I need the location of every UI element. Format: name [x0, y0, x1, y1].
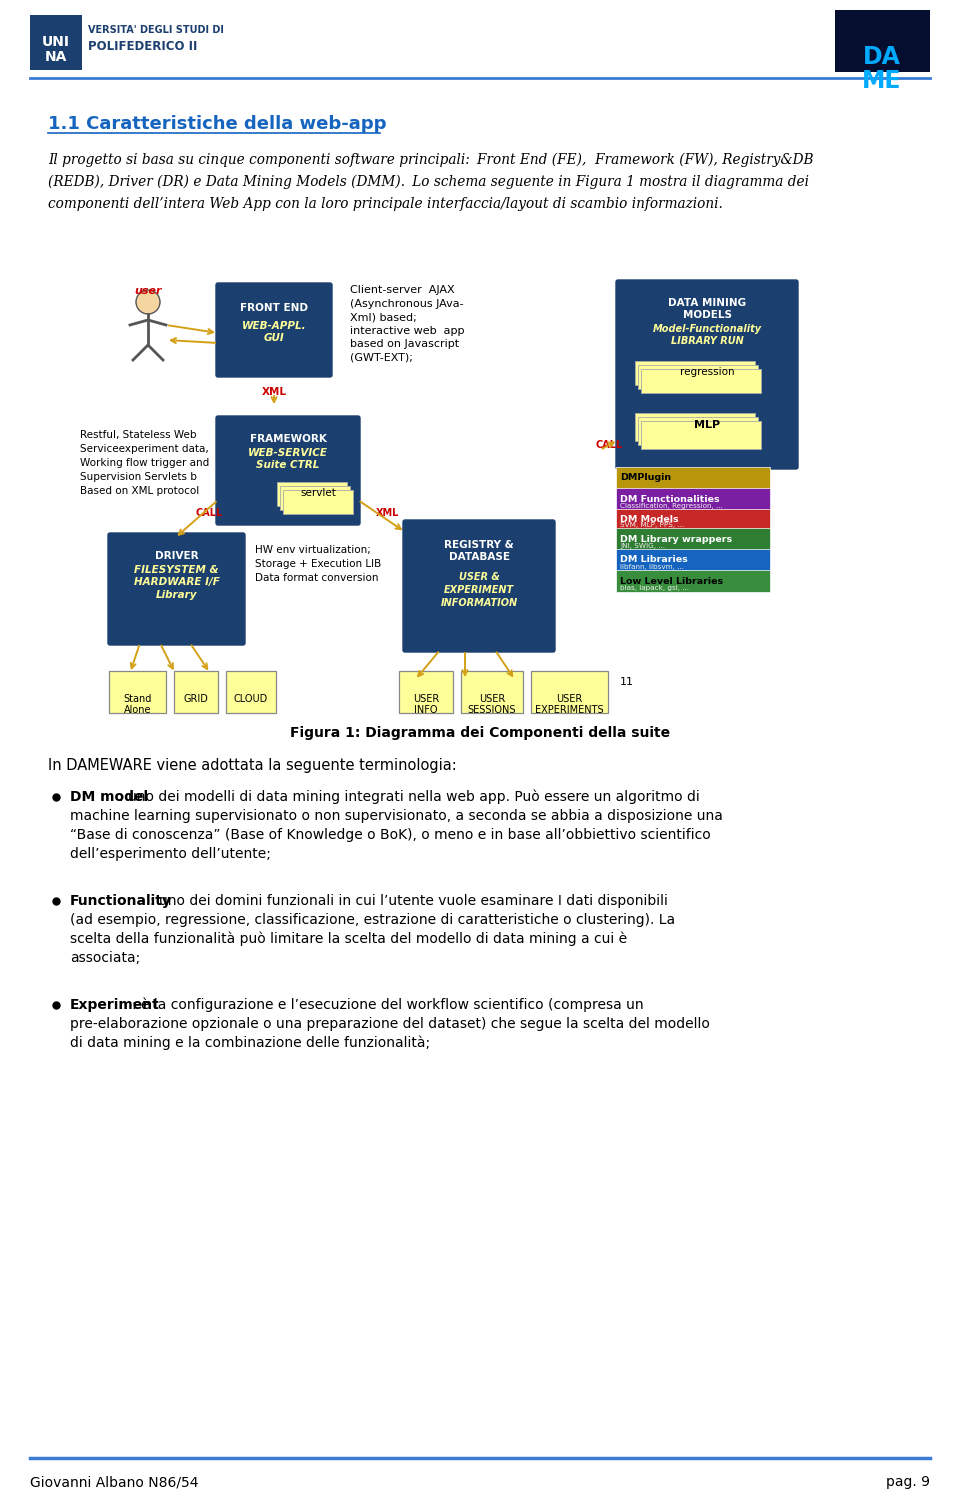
Text: SVM, MLP, PPS, ...: SVM, MLP, PPS, ... [620, 522, 684, 528]
FancyBboxPatch shape [641, 421, 761, 449]
Text: HW env virtualization;
Storage + Execution LIB
Data format conversion: HW env virtualization; Storage + Executi… [255, 546, 381, 583]
Text: Functionality: Functionality [70, 894, 172, 908]
Text: USER
SESSIONS: USER SESSIONS [468, 694, 516, 715]
FancyBboxPatch shape [616, 488, 770, 510]
Circle shape [136, 290, 160, 314]
Text: DM model: DM model [70, 791, 148, 804]
Text: Figura 1: Diagramma dei Componenti della suite: Figura 1: Diagramma dei Componenti della… [290, 726, 670, 739]
FancyBboxPatch shape [30, 15, 82, 71]
Text: DM Models: DM Models [620, 514, 679, 523]
FancyBboxPatch shape [616, 528, 770, 550]
FancyBboxPatch shape [641, 370, 761, 392]
Text: regression: regression [680, 367, 734, 377]
FancyBboxPatch shape [638, 365, 758, 389]
Text: WEB-APPL.
GUI: WEB-APPL. GUI [242, 322, 306, 343]
Text: In DAMEWARE viene adottata la seguente terminologia:: In DAMEWARE viene adottata la seguente t… [48, 758, 457, 773]
FancyBboxPatch shape [399, 670, 453, 712]
Text: componenti dell’intera Web App con la loro principale interfaccia/layout di scam: componenti dell’intera Web App con la lo… [48, 197, 723, 210]
FancyBboxPatch shape [616, 549, 770, 571]
FancyBboxPatch shape [635, 361, 755, 385]
Text: blas, lapack, gsl, ...: blas, lapack, gsl, ... [620, 585, 689, 591]
FancyBboxPatch shape [174, 670, 218, 712]
Text: CLOUD: CLOUD [234, 694, 268, 703]
Text: FILESYSTEM &
HARDWARE I/F
Library: FILESYSTEM & HARDWARE I/F Library [133, 565, 220, 600]
Text: servlet: servlet [300, 488, 336, 497]
FancyBboxPatch shape [226, 670, 276, 712]
Text: CALL: CALL [596, 440, 623, 449]
Text: (ad esempio, regressione, classificazione, estrazione di caratteristiche o clust: (ad esempio, regressione, classificazion… [70, 912, 675, 927]
FancyBboxPatch shape [638, 416, 758, 445]
Text: FRAMEWORK: FRAMEWORK [250, 434, 326, 443]
Text: 11: 11 [620, 676, 634, 687]
Text: USER &
EXPERIMENT
INFORMATION: USER & EXPERIMENT INFORMATION [441, 573, 517, 609]
Text: Model-Functionality
LIBRARY RUN: Model-Functionality LIBRARY RUN [653, 325, 761, 346]
FancyBboxPatch shape [283, 490, 353, 514]
FancyBboxPatch shape [531, 670, 608, 712]
FancyBboxPatch shape [403, 520, 555, 652]
Text: Giovanni Albano N86/54: Giovanni Albano N86/54 [30, 1474, 199, 1489]
Text: user: user [134, 286, 161, 296]
Text: : uno dei domini funzionali in cui l’utente vuole esaminare I dati disponibili: : uno dei domini funzionali in cui l’ute… [150, 894, 668, 908]
Text: DM Functionalities: DM Functionalities [620, 494, 720, 504]
Text: : uno dei modelli di data mining integrati nella web app. Può essere un algoritm: : uno dei modelli di data mining integra… [119, 791, 700, 804]
Text: : è la configurazione e l’esecuzione del workflow scientifico (compresa un: : è la configurazione e l’esecuzione del… [132, 998, 643, 1013]
FancyBboxPatch shape [277, 482, 347, 507]
Text: machine learning supervisionato o non supervisionato, a seconda se abbia a dispo: machine learning supervisionato o non su… [70, 809, 723, 824]
FancyBboxPatch shape [616, 570, 770, 592]
Text: UNI
NA: UNI NA [42, 35, 70, 65]
Text: Il progetto si basa su cinque componenti software principali:  Front End (FE),  : Il progetto si basa su cinque componenti… [48, 153, 813, 167]
Text: Client-server  AJAX
(Asynchronous JAva-
Xml) based;
interactive web  app
based o: Client-server AJAX (Asynchronous JAva- X… [350, 286, 465, 364]
Text: Experiment: Experiment [70, 998, 159, 1012]
Text: DRIVER: DRIVER [155, 552, 199, 561]
Text: DA
ME: DA ME [862, 45, 901, 93]
Text: di data mining e la combinazione delle funzionalità;: di data mining e la combinazione delle f… [70, 1036, 430, 1051]
Text: WEB-SERVICE
Suite CTRL: WEB-SERVICE Suite CTRL [248, 448, 328, 470]
Text: XML: XML [376, 508, 399, 519]
FancyBboxPatch shape [635, 413, 755, 440]
FancyBboxPatch shape [280, 485, 350, 510]
Text: REGISTRY &
DATABASE: REGISTRY & DATABASE [444, 540, 514, 562]
Text: VERSITA' DEGLI STUDI DI: VERSITA' DEGLI STUDI DI [88, 26, 224, 35]
Text: associata;: associata; [70, 951, 140, 965]
Text: FRONT END: FRONT END [240, 304, 308, 313]
FancyBboxPatch shape [461, 670, 523, 712]
Text: DM Library wrappers: DM Library wrappers [620, 535, 732, 544]
Text: XML: XML [261, 386, 286, 397]
Text: DM Libraries: DM Libraries [620, 556, 687, 565]
Text: (REDB), Driver (DR) e Data Mining Models (DMM).  Lo schema seguente in Figura 1 : (REDB), Driver (DR) e Data Mining Models… [48, 174, 809, 189]
Text: Low Level Libraries: Low Level Libraries [620, 577, 723, 586]
FancyBboxPatch shape [108, 534, 245, 645]
FancyBboxPatch shape [216, 416, 360, 525]
Text: Restful, Stateless Web
Serviceexperiment data,
Working flow trigger and
Supervis: Restful, Stateless Web Serviceexperiment… [80, 430, 209, 496]
Text: pre-elaborazione opzionale o una preparazione del dataset) che segue la scelta d: pre-elaborazione opzionale o una prepara… [70, 1018, 709, 1031]
FancyBboxPatch shape [109, 670, 166, 712]
Text: MLP: MLP [694, 419, 720, 430]
FancyBboxPatch shape [616, 510, 770, 529]
Text: DMPlugin: DMPlugin [620, 473, 671, 482]
Text: GRID: GRID [183, 694, 208, 703]
FancyBboxPatch shape [835, 11, 930, 72]
Text: Classification, Regression, ...: Classification, Regression, ... [620, 504, 723, 510]
FancyBboxPatch shape [616, 280, 798, 469]
Text: DATA MINING
MODELS: DATA MINING MODELS [668, 298, 746, 320]
Text: “Base di conoscenza” (Base of Knowledge o BoK), o meno e in base all’obbiettivo : “Base di conoscenza” (Base of Knowledge … [70, 828, 710, 842]
FancyBboxPatch shape [616, 467, 770, 488]
Text: USER
EXPERIMENTS: USER EXPERIMENTS [535, 694, 604, 715]
Text: 1.1 Caratteristiche della web-app: 1.1 Caratteristiche della web-app [48, 116, 387, 132]
Text: Stand
Alone: Stand Alone [123, 694, 152, 715]
Text: POLIFEDERICO II: POLIFEDERICO II [88, 41, 198, 53]
Text: libfann, libsvm, ...: libfann, libsvm, ... [620, 564, 684, 570]
Text: JNI, SWIG, ...: JNI, SWIG, ... [620, 543, 665, 549]
Text: scelta della funzionalità può limitare la scelta del modello di data mining a cu: scelta della funzionalità può limitare l… [70, 932, 627, 947]
Text: dell’esperimento dell’utente;: dell’esperimento dell’utente; [70, 848, 271, 861]
Text: pag. 9: pag. 9 [886, 1474, 930, 1489]
Text: CALL: CALL [195, 508, 223, 519]
FancyBboxPatch shape [216, 283, 332, 377]
Text: USER
INFO: USER INFO [413, 694, 439, 715]
